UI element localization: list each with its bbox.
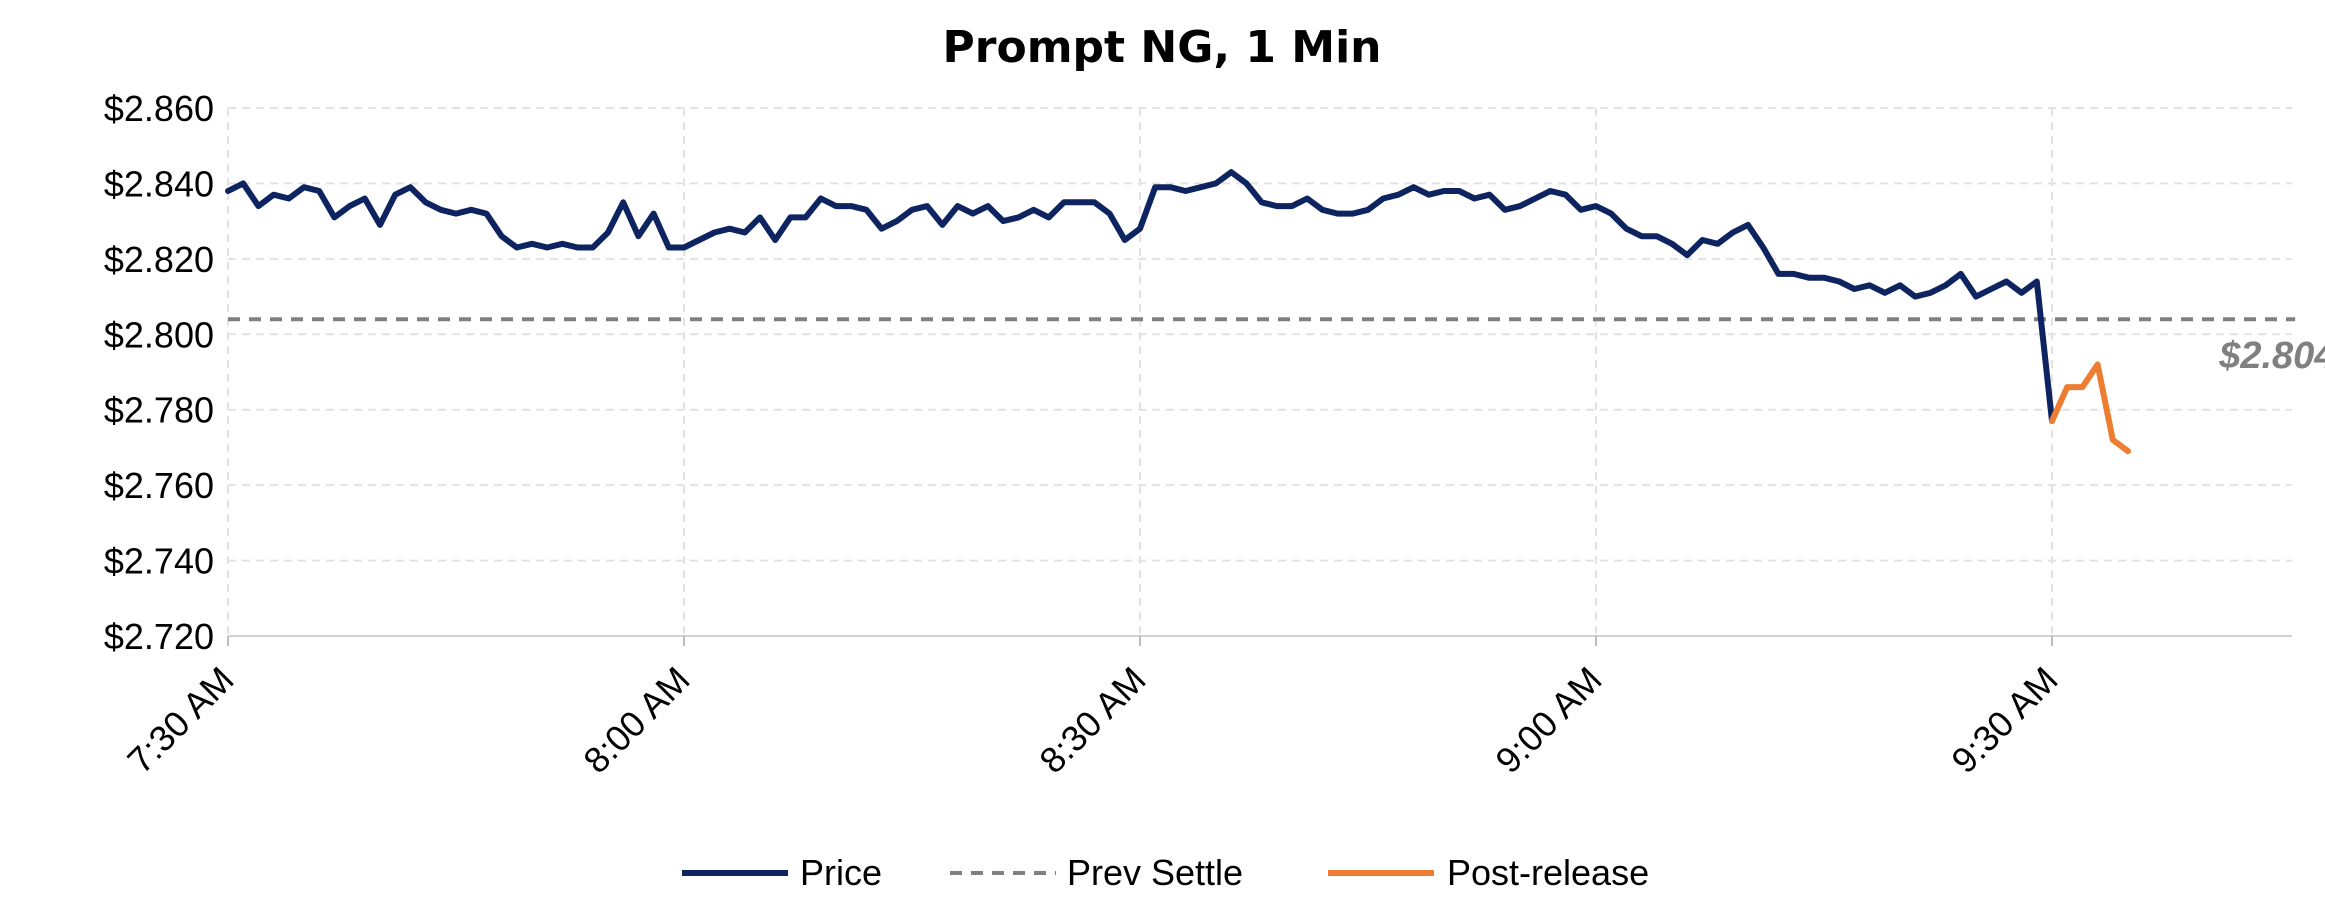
series-line-post-release [2049, 361, 2131, 455]
y-tick-label: $2.760 [104, 465, 214, 506]
y-tick-label: $2.780 [104, 390, 214, 431]
x-tick-label: 9:00 AM [1487, 659, 1609, 781]
annotations: $2.804 [2218, 335, 2325, 377]
y-tick-label: $2.860 [104, 88, 214, 129]
legend-label: Price [800, 852, 882, 893]
y-tick-label: $2.840 [104, 163, 214, 204]
x-tick-label: 7:30 AM [119, 659, 241, 781]
chart-title: Prompt NG, 1 Min [943, 22, 1382, 73]
y-tick-label: $2.800 [104, 314, 214, 355]
x-tick-label: 8:30 AM [1031, 659, 1153, 781]
legend: Price Prev Settle Post-release [682, 852, 1649, 893]
x-tick-label: 9:30 AM [1943, 659, 2065, 781]
legend-label: Prev Settle [1067, 852, 1243, 893]
series-layer [225, 169, 2296, 455]
x-axis: 7:30 AM 8:00 AM 8:30 AM 9:00 AM 9:30 AM [119, 635, 2292, 781]
x-tick-label: 8:00 AM [575, 659, 697, 781]
legend-label: Post-release [1447, 852, 1649, 893]
y-tick-label: $2.720 [104, 616, 214, 657]
y-tick-label: $2.740 [104, 541, 214, 582]
grid [227, 107, 2292, 636]
annotation-label: $2.804 [2218, 335, 2325, 377]
y-axis: $2.720 $2.740 $2.760 $2.780 $2.800 $2.820 $2.8… [104, 88, 214, 657]
series-line-price [225, 169, 2055, 424]
y-tick-label: $2.820 [104, 239, 214, 280]
